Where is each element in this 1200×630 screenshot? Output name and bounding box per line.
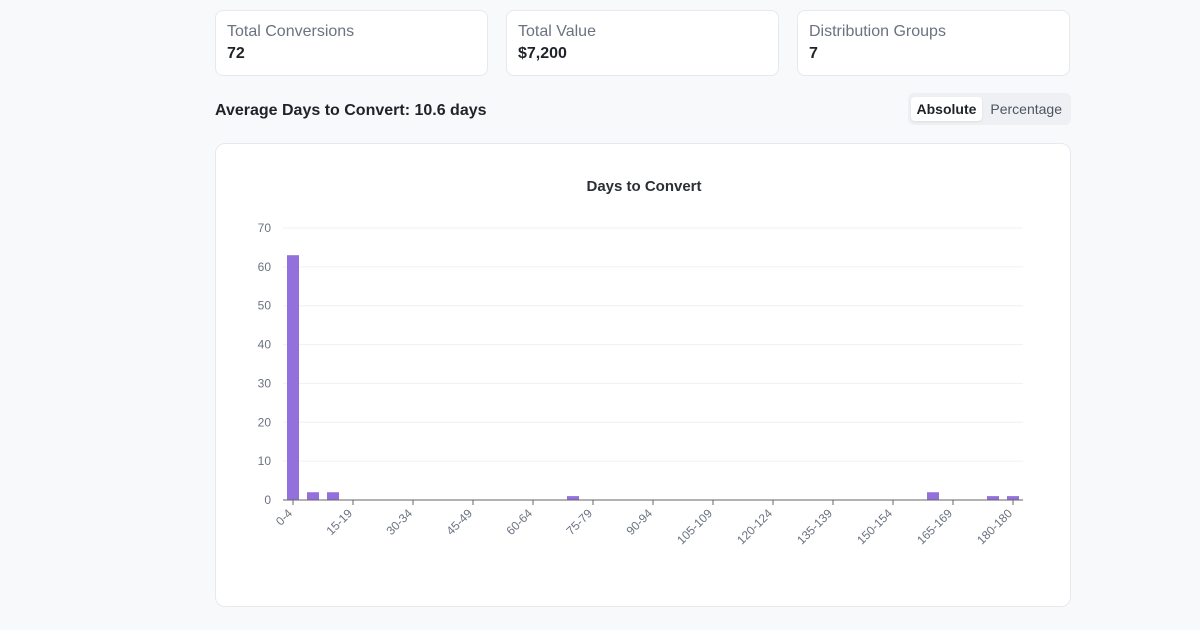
x-tick-label: 30-34: [384, 506, 416, 538]
stat-label: Total Conversions: [227, 23, 355, 40]
x-tick-label: 75-79: [564, 506, 596, 538]
bar[interactable]: [287, 255, 299, 500]
y-tick-label: 10: [258, 454, 272, 468]
x-tick-label: 15-19: [324, 506, 356, 538]
bar[interactable]: [307, 492, 319, 500]
stat-label: Distribution Groups: [809, 23, 946, 40]
x-tick-label: 180-180: [974, 506, 1015, 547]
percentage-toggle-button[interactable]: Percentage: [990, 101, 1062, 117]
y-tick-label: 40: [258, 338, 272, 352]
chart-title: Days to Convert: [586, 178, 701, 195]
view-toggle: Absolute Percentage: [907, 93, 1071, 125]
stat-value: 7: [809, 45, 818, 62]
bar[interactable]: [987, 496, 999, 500]
stat-value: $7,200: [518, 45, 567, 62]
y-tick-label: 70: [258, 221, 272, 235]
stat-card-distribution-groups: Distribution Groups 7: [797, 10, 1070, 76]
days-to-convert-chart: Days to Convert 0 10 20 30 40 50 60 70 0-4 15-19 3…: [258, 178, 1023, 547]
y-tick-label: 0: [264, 493, 271, 507]
x-tick-label: 150-154: [854, 506, 895, 547]
x-tick-label: 105-109: [674, 506, 715, 547]
y-tick-label: 50: [258, 299, 272, 313]
chart-card: Days to Convert 0 10 20 30 40 50 60 70 0-4 15-19 3…: [215, 143, 1071, 607]
summary-row: Average Days to Convert: 10.6 days Absol…: [215, 93, 1071, 127]
bar[interactable]: [567, 496, 579, 500]
dashboard: Total Conversions 72 Total Value $7,200 …: [215, 10, 1071, 607]
stat-value: 72: [227, 45, 245, 62]
y-tick-label: 60: [258, 260, 272, 274]
bar[interactable]: [927, 492, 939, 500]
average-days-label: Average Days to Convert: 10.6 days: [215, 102, 487, 119]
stat-label: Total Value: [518, 23, 596, 40]
stat-card-total-conversions: Total Conversions 72: [215, 10, 488, 76]
y-tick-label: 30: [258, 376, 272, 390]
y-tick-label: 20: [258, 415, 272, 429]
x-tick-label: 165-169: [914, 506, 955, 547]
stat-card-total-value: Total Value $7,200: [506, 10, 779, 76]
x-tick-label: 0-4: [273, 506, 295, 528]
x-tick-label: 60-64: [504, 506, 536, 538]
x-tick-label: 135-139: [794, 506, 835, 547]
x-tick-label: 90-94: [624, 506, 656, 538]
x-tick-label: 45-49: [444, 506, 476, 538]
bar[interactable]: [327, 492, 339, 500]
x-tick-label: 120-124: [734, 506, 775, 547]
stats-row: Total Conversions 72 Total Value $7,200 …: [215, 10, 1071, 76]
bar[interactable]: [1007, 496, 1019, 500]
absolute-toggle-button[interactable]: Absolute: [910, 97, 983, 121]
